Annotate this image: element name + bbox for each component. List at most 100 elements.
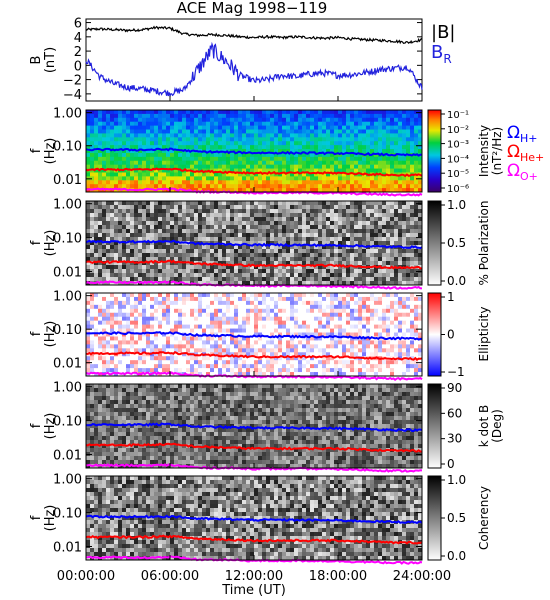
spectrogram-cell	[358, 340, 363, 345]
spectrogram-cell	[174, 213, 179, 218]
spectrogram-cell	[94, 304, 99, 310]
spectrogram-cell	[210, 209, 215, 214]
spectrogram-cell	[362, 121, 367, 127]
spectrogram-cell	[262, 152, 267, 158]
spectrogram-cell	[338, 277, 343, 282]
spectrogram-cell	[178, 137, 183, 142]
spectrogram-cell	[270, 184, 275, 189]
spectrogram-cell	[170, 249, 175, 254]
spectrogram-cell	[370, 296, 375, 302]
spectrogram-cell	[306, 221, 311, 226]
spectrogram-cell	[262, 281, 267, 286]
spectrogram-cell	[374, 221, 379, 226]
spectrogram-cell	[230, 328, 235, 333]
spectrogram-cell	[150, 304, 155, 310]
spectrogram-cell	[294, 257, 299, 262]
spectrogram-cell	[122, 277, 127, 282]
spectrogram-cell	[418, 296, 423, 302]
spectrogram-cell	[302, 110, 307, 115]
spectrogram-cell	[174, 273, 179, 278]
spectrogram-cell	[322, 133, 327, 138]
spectrogram-cell	[358, 257, 363, 262]
spectrogram-cell	[94, 265, 99, 270]
spectrogram-cell	[206, 121, 211, 127]
spectrogram-cell	[198, 125, 203, 130]
spectrogram-cell	[382, 125, 387, 130]
spectrogram-cell	[298, 324, 303, 329]
spectrogram-cell	[90, 152, 95, 158]
spectrogram-cell	[338, 320, 343, 326]
spectrogram-cell	[302, 233, 307, 238]
spectrogram-cell	[190, 133, 195, 138]
spectrogram-cell	[138, 249, 143, 254]
spectrogram-cell	[222, 281, 227, 286]
spectrogram-cell	[290, 172, 295, 177]
spectrogram-cell	[150, 332, 155, 337]
spectrogram-cell	[242, 152, 247, 158]
spectrogram-cell	[250, 348, 255, 353]
spectrogram-cell	[318, 176, 323, 181]
spectrogram-cell	[342, 233, 347, 238]
spectrogram-cell	[386, 141, 391, 146]
spectrogram-cell	[118, 180, 123, 185]
spectrogram-cell	[330, 320, 335, 326]
spectrogram-cell	[154, 320, 159, 326]
spectrogram-cell	[158, 213, 163, 218]
spectrogram-cell	[226, 312, 231, 318]
spectrogram-cell	[398, 213, 403, 218]
spectrogram-cell	[246, 328, 251, 333]
spectrogram-cell	[134, 217, 139, 222]
spectrogram-cell	[166, 265, 171, 270]
spectrogram-cell	[138, 164, 143, 169]
ytick-label: 0.01	[53, 266, 82, 281]
spectrogram-cell	[130, 137, 135, 142]
spectrogram-cell	[410, 332, 415, 337]
spectrogram-cell	[302, 164, 307, 169]
spectrogram-cell	[94, 133, 99, 138]
spectrogram-cell	[150, 249, 155, 254]
spectrogram-cell	[374, 293, 379, 298]
spectrogram-cell	[174, 257, 179, 262]
spectrogram-cell	[354, 156, 359, 162]
spectrogram-cell	[254, 145, 259, 150]
spectrogram-cell	[406, 145, 411, 150]
spectrogram-cell	[410, 229, 415, 234]
spectrogram-cell	[362, 296, 367, 302]
spectrogram-cell	[362, 188, 367, 193]
spectrogram-cell	[350, 261, 355, 266]
spectrogram-cell	[154, 172, 159, 177]
ytick-label: 1.00	[53, 107, 82, 122]
spectrogram-cell	[110, 176, 115, 181]
spectrogram-cell	[166, 253, 171, 258]
spectrogram-cell	[394, 241, 399, 246]
spectrogram-cell	[238, 209, 243, 214]
spectrogram-cell	[162, 281, 167, 286]
spectrogram-cell	[218, 344, 223, 349]
spectrogram-cell	[378, 180, 383, 185]
spectrogram-cell	[146, 137, 151, 142]
spectrogram-cell	[414, 145, 419, 150]
spectrogram-cell	[314, 348, 319, 353]
spectrogram-cell	[378, 352, 383, 357]
spectrogram-cell	[374, 121, 379, 127]
spectrogram-cell	[298, 201, 303, 206]
spectrogram-cell	[370, 277, 375, 282]
spectrogram-cell	[102, 229, 107, 234]
spectrogram-cell	[198, 117, 203, 123]
spectrogram-cell	[102, 340, 107, 345]
spectrogram-cell	[394, 184, 399, 189]
spectrogram-cell	[382, 344, 387, 349]
spectrogram-cell	[282, 257, 287, 262]
spectrogram-cell	[282, 117, 287, 123]
spectrogram-cell	[406, 121, 411, 127]
spectrogram-cell	[366, 336, 371, 341]
spectrogram-cell	[374, 348, 379, 353]
spectrogram-cell	[134, 300, 139, 306]
spectrogram-cell	[90, 296, 95, 302]
spectrogram-cell	[274, 110, 279, 115]
spectrogram-cell	[350, 269, 355, 274]
spectrogram-cell	[86, 312, 91, 318]
spectrogram-cell	[350, 149, 355, 154]
spectrogram-cell	[114, 344, 119, 349]
spectrogram-cell	[270, 172, 275, 177]
